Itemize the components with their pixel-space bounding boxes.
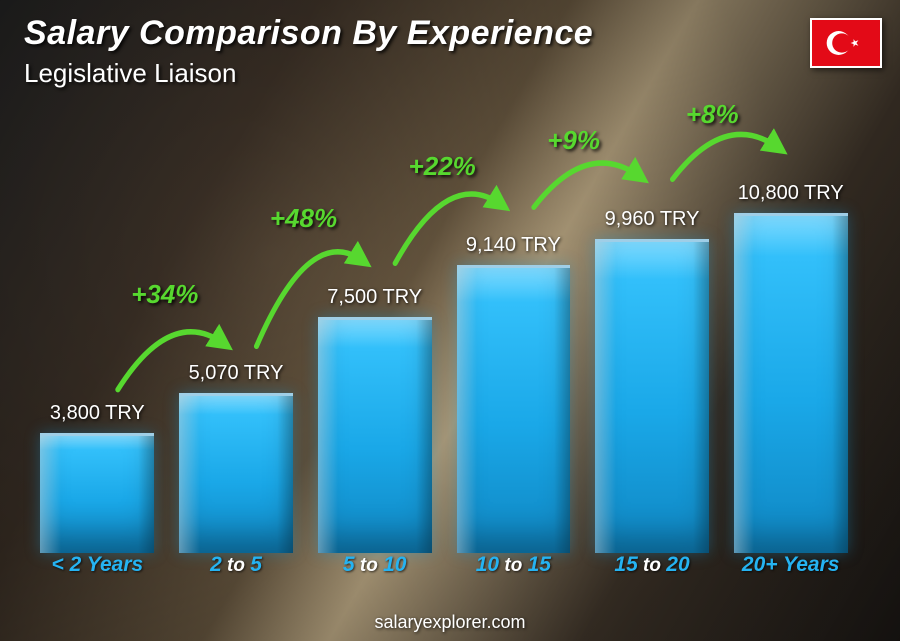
increase-label: +22% (409, 151, 476, 182)
increase-label: +9% (547, 125, 600, 156)
bar-value-label: 7,500 TRY (327, 286, 422, 309)
bar (457, 265, 571, 553)
bar-value-label: 10,800 TRY (738, 182, 844, 205)
bar-value-label: 9,140 TRY (466, 234, 561, 257)
bar-value-label: 5,070 TRY (189, 362, 284, 385)
x-axis-label: 5 to 10 (305, 553, 444, 577)
increase-label: +48% (270, 203, 337, 234)
flag-icon (812, 20, 880, 66)
bar-group: 9,960 TRY (583, 100, 722, 553)
bar-group: 10,800 TRY (721, 100, 860, 553)
x-axis-label: < 2 Years (28, 553, 167, 577)
bar (179, 393, 293, 553)
x-axis-label: 2 to 5 (167, 553, 306, 577)
x-axis-label: 10 to 15 (444, 553, 583, 577)
bar-chart: 3,800 TRY 5,070 TRY 7,500 TRY 9,140 TRY 9,96… (28, 100, 860, 591)
bar (318, 317, 432, 553)
bar (734, 213, 848, 553)
increase-label: +34% (131, 279, 198, 310)
flag-turkey (810, 18, 882, 68)
bar (595, 239, 709, 553)
x-axis-label: 20+ Years (721, 553, 860, 577)
footer-attribution: salaryexplorer.com (0, 612, 900, 633)
bar-group: 3,800 TRY (28, 100, 167, 553)
chart-subtitle: Legislative Liaison (24, 58, 236, 89)
x-axis-label: 15 to 20 (583, 553, 722, 577)
bar (40, 433, 154, 553)
bar-value-label: 3,800 TRY (50, 402, 145, 425)
bar-group: 5,070 TRY (167, 100, 306, 553)
bar-value-label: 9,960 TRY (605, 208, 700, 231)
x-axis-labels: < 2 Years2 to 55 to 1010 to 1515 to 2020… (28, 553, 860, 591)
chart-title: Salary Comparison By Experience (24, 14, 593, 53)
increase-label: +8% (686, 99, 739, 130)
infographic-stage: Salary Comparison By Experience Legislat… (0, 0, 900, 641)
